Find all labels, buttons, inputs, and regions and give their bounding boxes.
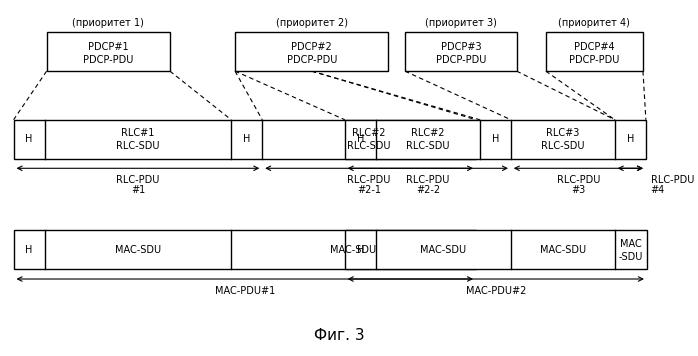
Text: PDCP#4: PDCP#4 [574,42,615,52]
Bar [546,32,643,71]
Text: H: H [491,134,499,144]
Text: RLC-SDU: RLC-SDU [116,141,160,151]
Bar [47,32,170,71]
Text: (приоритет 1): (приоритет 1) [73,17,144,28]
Text: MAC: MAC [620,239,641,249]
Text: MAC-SDU: MAC-SDU [330,245,377,255]
Text: (приоритет 4): (приоритет 4) [558,17,630,28]
Text: Фиг. 3: Фиг. 3 [313,328,364,343]
Text: RLC#2: RLC#2 [411,128,445,138]
Text: RLC-PDU: RLC-PDU [557,175,600,185]
Text: RLC-PDU: RLC-PDU [406,175,450,185]
Text: PDCP-PDU: PDCP-PDU [436,54,486,64]
Text: RLC-PDU: RLC-PDU [348,175,391,185]
Text: #1: #1 [131,185,145,195]
Text: RLC-PDU: RLC-PDU [651,175,694,185]
Text: RLC-SDU: RLC-SDU [348,141,391,151]
Bar [345,120,646,158]
Text: PDCP#2: PDCP#2 [291,42,332,52]
Text: MAC-SDU: MAC-SDU [115,245,161,255]
Text: PDCP-PDU: PDCP-PDU [83,54,133,64]
Text: H: H [243,134,251,144]
Text: (приоритет 2): (приоритет 2) [276,17,348,28]
Text: H: H [357,134,364,144]
Text: MAC-SDU: MAC-SDU [420,245,466,255]
Text: RLC-PDU: RLC-PDU [117,175,160,185]
Text: MAC-PDU#1: MAC-PDU#1 [214,286,275,296]
Text: H: H [357,245,364,255]
Text: #2-1: #2-1 [357,185,381,195]
Text: RLC-SDU: RLC-SDU [541,141,585,151]
Text: #4: #4 [651,185,665,195]
Bar [405,32,517,71]
Text: PDCP#3: PDCP#3 [440,42,481,52]
Text: PDCP-PDU: PDCP-PDU [569,54,620,64]
Text: H: H [25,134,33,144]
Text: #2-2: #2-2 [416,185,440,195]
Text: RLC#1: RLC#1 [121,128,154,138]
Text: RLC#3: RLC#3 [546,128,579,138]
Text: RLC#2: RLC#2 [352,128,386,138]
Text: H: H [627,134,634,144]
Text: (приоритет 3): (приоритет 3) [425,17,497,28]
Bar [13,230,476,269]
Bar [13,120,476,158]
Bar [345,230,647,269]
Text: H: H [25,245,33,255]
Text: PDCP-PDU: PDCP-PDU [287,54,337,64]
Text: MAC-PDU#2: MAC-PDU#2 [466,286,526,296]
Text: #3: #3 [571,185,586,195]
Text: MAC-SDU: MAC-SDU [540,245,586,255]
Text: RLC-SDU: RLC-SDU [406,141,450,151]
Bar [235,32,389,71]
Text: PDCP#1: PDCP#1 [88,42,128,52]
Text: -SDU: -SDU [618,252,643,262]
